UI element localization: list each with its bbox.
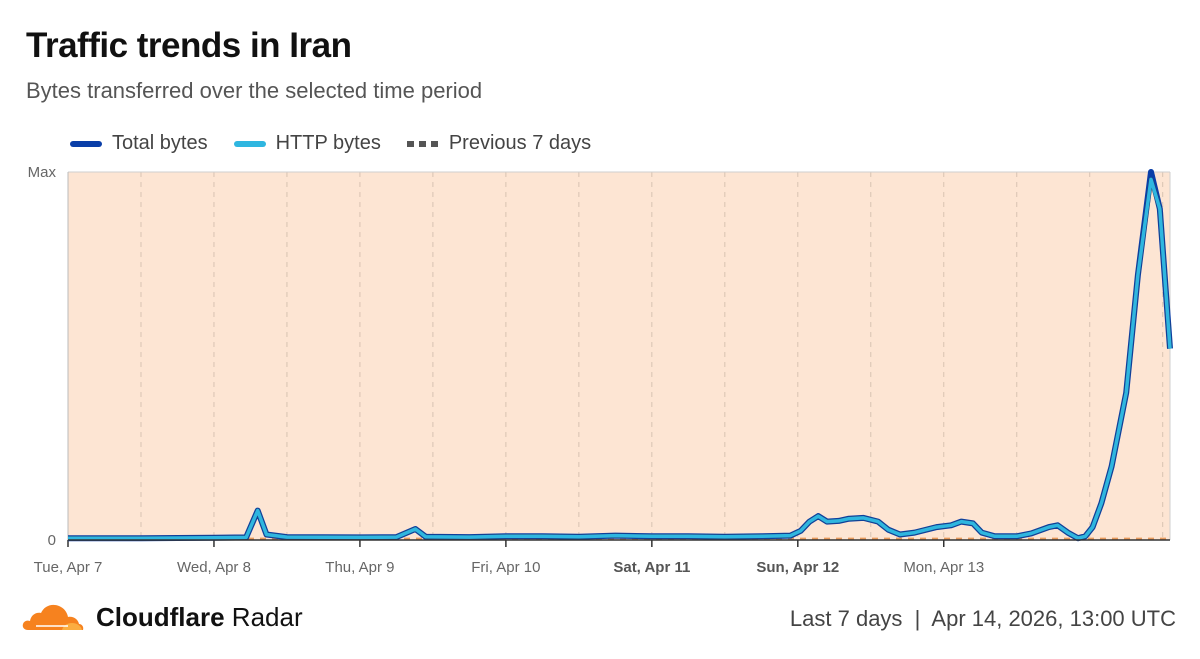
legend-label-http-bytes: HTTP bytes xyxy=(275,132,381,154)
cloudflare-cloud-icon xyxy=(22,604,84,630)
traffic-line-chart[interactable]: Max 0 Tue, Apr 7 Wed, Apr 8 Thu, Apr 9 Fri, A… xyxy=(0,160,1200,580)
y-tick-label-max: Max xyxy=(28,164,57,181)
plot-area xyxy=(68,172,1170,540)
x-tick-label: Tue, Apr 7 xyxy=(34,559,103,576)
legend-item-http-bytes[interactable]: HTTP bytes xyxy=(233,132,381,155)
chart-title: Traffic trends in Iran xyxy=(26,26,352,65)
y-tick-label-zero: 0 xyxy=(48,532,56,549)
cloudflare-radar-logo: Cloudflare Radar xyxy=(22,600,303,634)
x-tick-label: Thu, Apr 9 xyxy=(325,559,394,576)
brand-name: Cloudflare Radar xyxy=(96,602,303,633)
legend-swatch-previous-7-days xyxy=(406,140,439,147)
chart-subtitle: Bytes transferred over the selected time… xyxy=(26,78,483,103)
x-tick-label: Fri, Apr 10 xyxy=(471,559,540,576)
legend-label-total-bytes: Total bytes xyxy=(112,132,208,154)
legend-label-previous-7-days: Previous 7 days xyxy=(448,132,592,154)
period-separator: | xyxy=(914,606,921,631)
series-line-http-bytes xyxy=(68,177,1172,540)
x-tick-label: Sat, Apr 11 xyxy=(613,559,690,576)
period-timestamp: Apr 14, 2026, 13:00 UTC xyxy=(931,606,1176,631)
legend-swatch-http-bytes xyxy=(233,140,266,147)
x-tick-label: Wed, Apr 8 xyxy=(177,559,251,576)
period-info: Last 7 days | Apr 14, 2026, 13:00 UTC xyxy=(790,606,1176,632)
brand-name-light: Radar xyxy=(224,601,303,632)
legend-item-previous-7-days[interactable]: Previous 7 days xyxy=(406,132,592,155)
x-tick-label: Mon, Apr 13 xyxy=(903,559,984,576)
x-tick-label: Sun, Apr 12 xyxy=(756,559,839,576)
legend-item-total-bytes[interactable]: Total bytes xyxy=(70,132,208,155)
brand-name-bold: Cloudflare xyxy=(96,601,225,632)
legend-swatch-total-bytes xyxy=(70,140,102,147)
chart-legend: Total bytes HTTP bytes Previous 7 days xyxy=(70,132,591,155)
period-label: Last 7 days xyxy=(789,606,903,631)
